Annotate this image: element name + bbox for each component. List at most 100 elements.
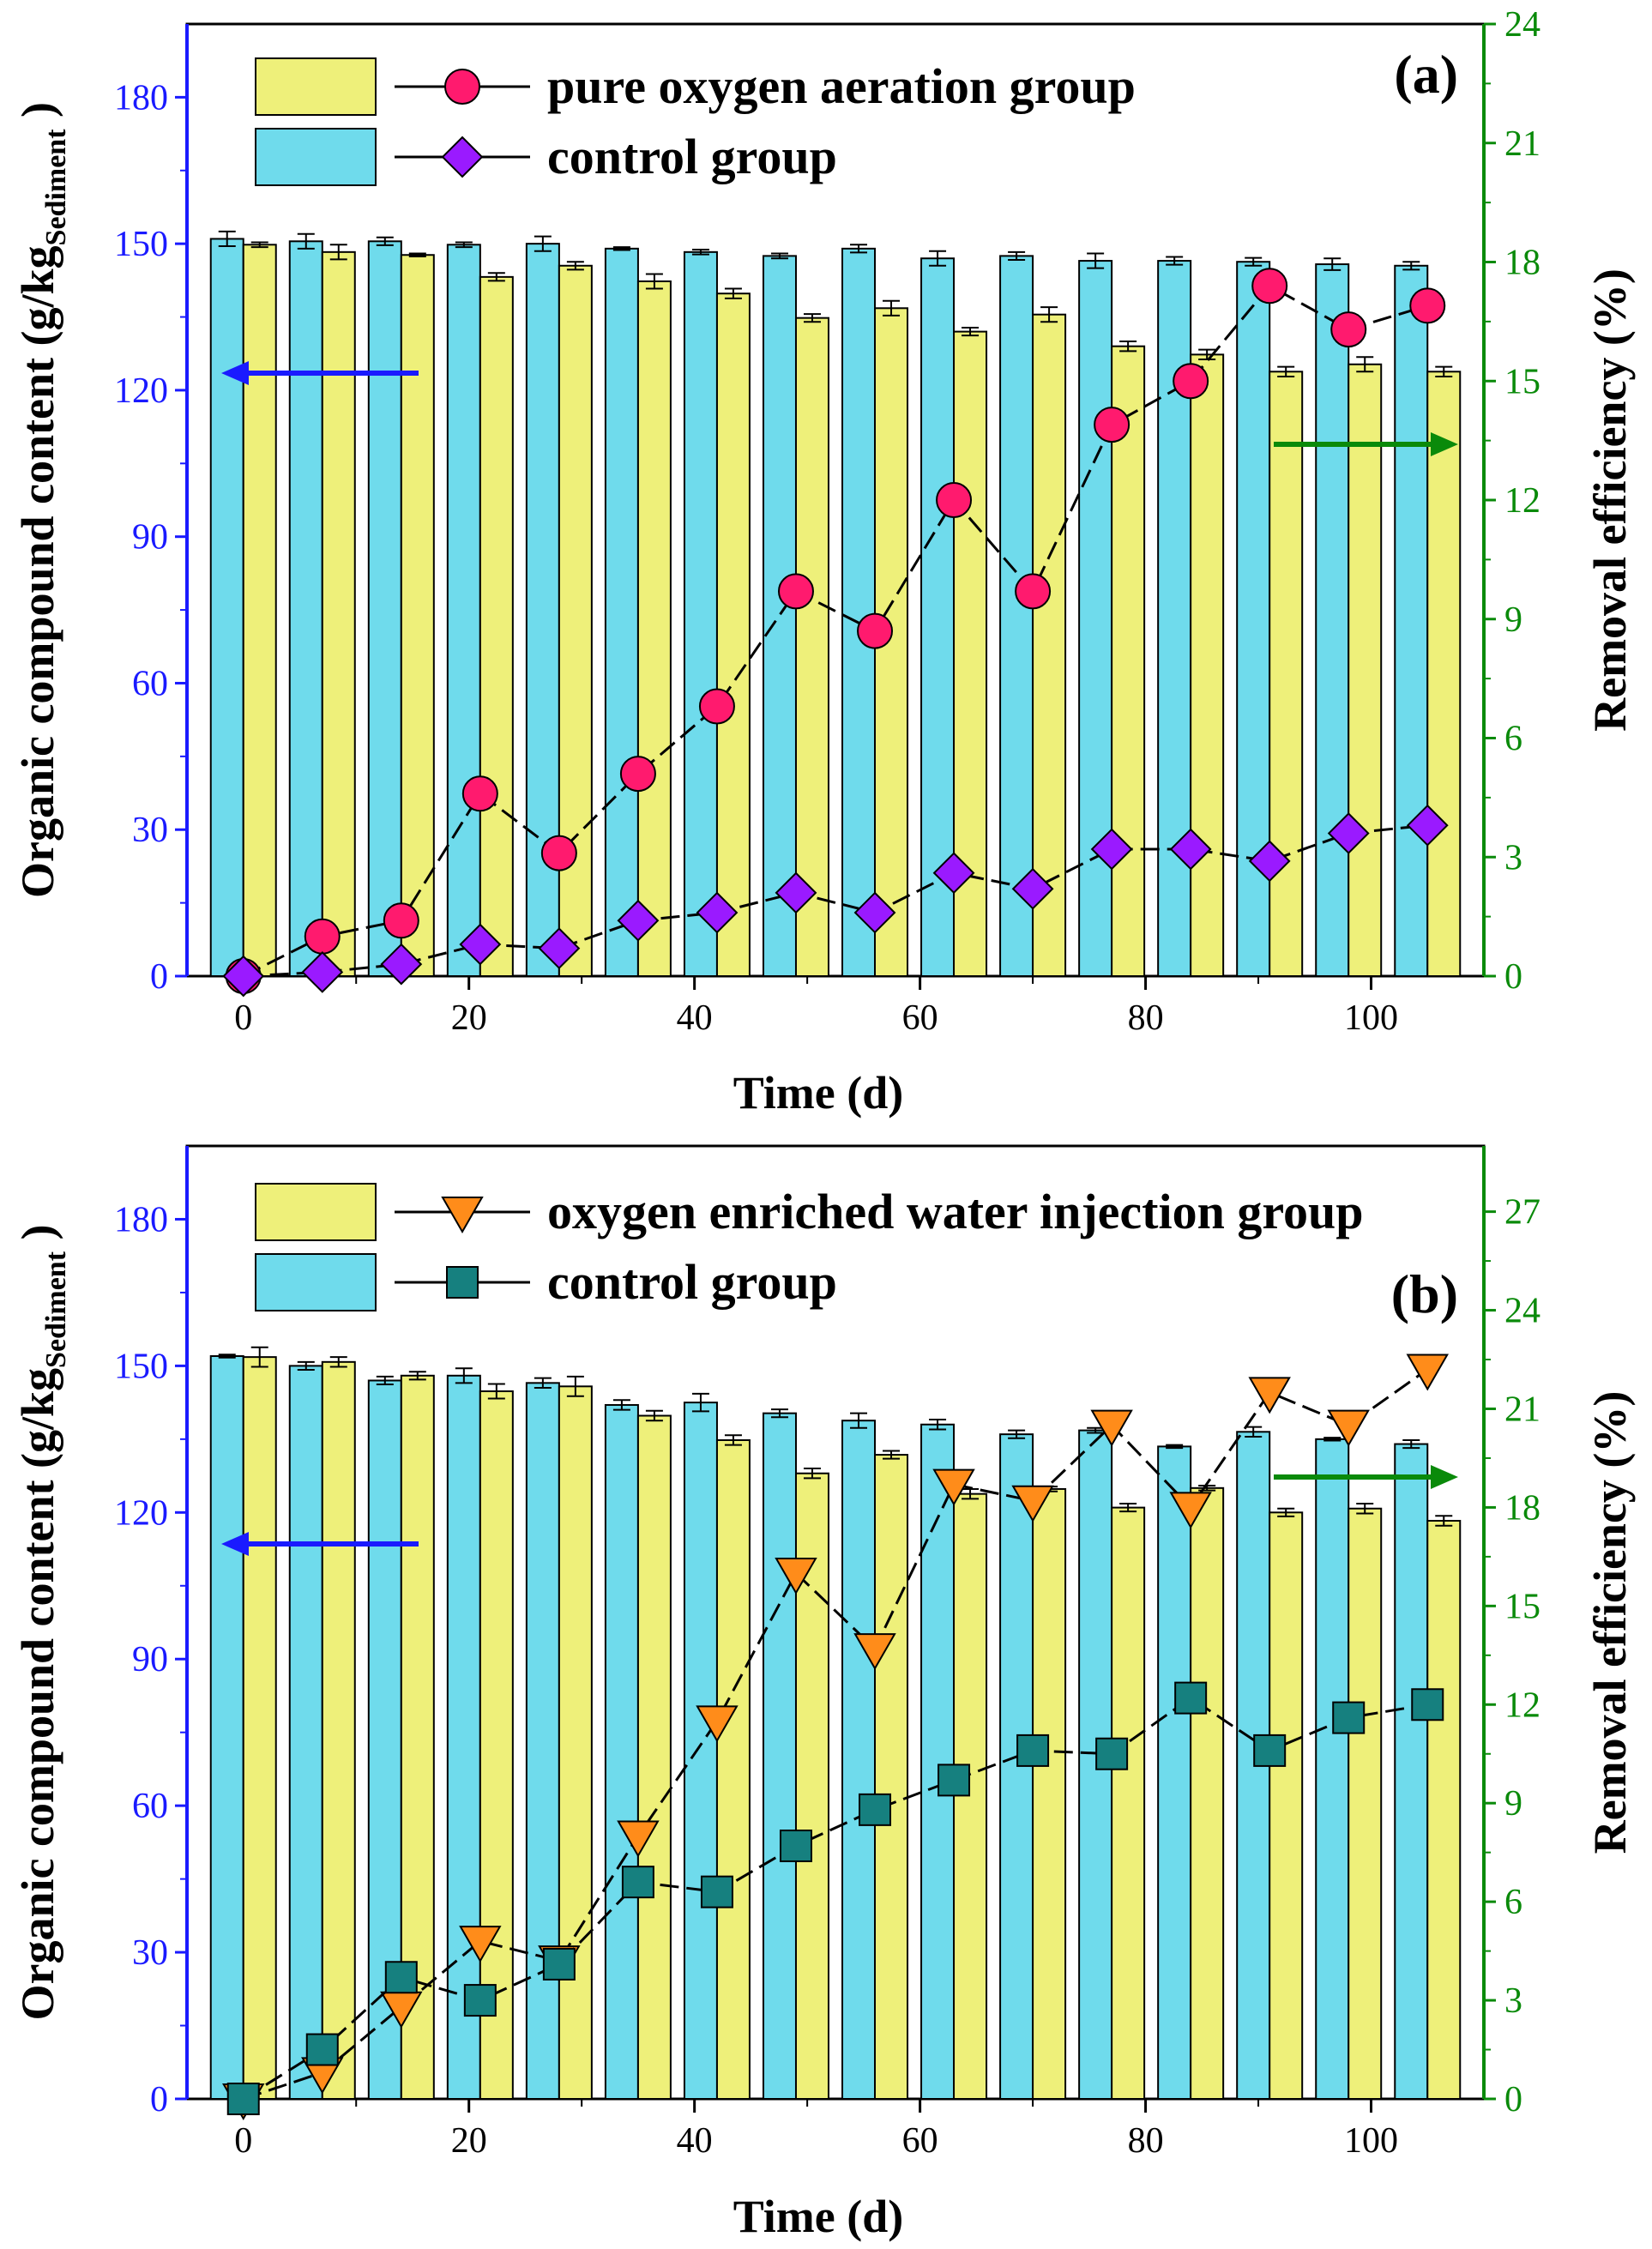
y-tick-label-1: 30 <box>132 811 168 850</box>
left-axis-arrow-head <box>221 1532 249 1556</box>
bar-treatment-13 <box>1269 371 1304 977</box>
marker-triangle-down-10 <box>1011 1485 1054 1522</box>
bar-control-10 <box>999 255 1034 977</box>
marker-square-12 <box>1174 1681 1208 1715</box>
bar-treatment-11 <box>1111 1506 1146 2100</box>
legend-swatch-1 <box>255 128 377 186</box>
y2-tick-label-6: 18 <box>1504 1488 1540 1528</box>
marker-triangle-down-5 <box>617 1820 660 1858</box>
y2-tick-label-6: 18 <box>1504 244 1540 283</box>
y-tick-label-4: 120 <box>114 371 168 411</box>
y-tick-label-2: 60 <box>132 664 168 703</box>
marker-diamond-2 <box>380 943 423 986</box>
bar-treatment-4 <box>558 1385 593 2100</box>
y2-tick-label-5: 15 <box>1504 362 1540 401</box>
right-axis-arrow-head <box>1431 1465 1458 1489</box>
panel-label: (a) <box>1394 44 1458 105</box>
legend-marker-0 <box>444 69 480 105</box>
marker-circle-14 <box>1330 311 1367 348</box>
marker-triangle-down-15 <box>1406 1354 1449 1391</box>
legend-label-0: pure oxygen aeration group <box>547 58 1136 114</box>
series-line-1 <box>243 823 1428 978</box>
legend-swatch-1 <box>255 1253 377 1311</box>
marker-diamond-7 <box>775 871 817 914</box>
bar-treatment-11 <box>1111 345 1146 977</box>
marker-circle-9 <box>936 482 973 518</box>
x-tick-label-0: 0 <box>234 2121 252 2161</box>
marker-triangle-down-6 <box>696 1705 739 1743</box>
y2-tick-label-1: 3 <box>1504 838 1522 877</box>
y2-tick-label-4: 12 <box>1504 481 1540 521</box>
legend-swatch-0 <box>255 57 377 116</box>
bar-treatment-1 <box>321 250 356 978</box>
bar-treatment-10 <box>1032 1487 1067 2100</box>
y-tick-label-5: 150 <box>114 225 168 264</box>
bar-treatment-3 <box>479 1390 514 2100</box>
y-axis-title: Organic compound content (g/kgSediment ) <box>12 102 72 898</box>
bar-treatment-14 <box>1348 1507 1383 2100</box>
y-tick-label-2: 60 <box>132 1787 168 1826</box>
legend-label-1: control group <box>547 129 837 184</box>
marker-diamond-1 <box>301 950 344 993</box>
bar-control-15 <box>1394 264 1429 977</box>
bar-control-0 <box>209 1354 244 2100</box>
y2-tick-label-4: 12 <box>1504 1685 1540 1725</box>
marker-circle-13 <box>1251 268 1288 304</box>
bar-control-4 <box>525 1382 560 2101</box>
bar-treatment-14 <box>1348 363 1383 977</box>
x-tick-label-4: 80 <box>1128 998 1164 1038</box>
y-tick-label-3: 90 <box>132 518 168 558</box>
bar-control-2 <box>367 240 402 977</box>
marker-square-13 <box>1253 1733 1287 1767</box>
right-axis-arrow-head <box>1431 432 1458 456</box>
series-line-0 <box>243 284 1428 978</box>
marker-square-9 <box>938 1764 971 1797</box>
marker-square-1 <box>305 2033 339 2066</box>
x-tick-label-3: 60 <box>902 2121 938 2161</box>
marker-square-3 <box>463 1984 497 2017</box>
y-axis-title-main: Organic compound content (g/kg <box>12 245 63 898</box>
y-axis-title-subscript: Sediment <box>40 1251 72 1368</box>
y-axis-title-subscript: Sediment <box>40 129 72 246</box>
marker-diamond-13 <box>1248 840 1291 883</box>
left-axis-arrow-head <box>221 361 249 385</box>
bar-control-0 <box>209 238 244 977</box>
y-tick-label-6: 180 <box>114 78 168 118</box>
marker-square-2 <box>384 1961 418 1994</box>
marker-square-11 <box>1095 1737 1129 1770</box>
marker-triangle-down-11 <box>1090 1409 1133 1447</box>
y-axis-title-main: Organic compound content (g/kg <box>12 1368 63 2021</box>
marker-diamond-11 <box>1090 828 1133 871</box>
bar-treatment-2 <box>400 254 435 977</box>
marker-diamond-4 <box>538 927 581 970</box>
marker-square-6 <box>700 1875 733 1908</box>
bar-treatment-7 <box>794 317 829 977</box>
y2-tick-label-7: 21 <box>1504 1390 1540 1429</box>
marker-square-14 <box>1332 1701 1366 1734</box>
y2-tick-label-8: 24 <box>1504 5 1540 45</box>
y-tick-label-3: 90 <box>132 1640 168 1679</box>
bar-control-1 <box>288 240 323 977</box>
marker-triangle-down-12 <box>1169 1492 1212 1529</box>
marker-diamond-9 <box>932 852 975 895</box>
y2-tick-label-8: 24 <box>1504 1292 1540 1331</box>
bar-treatment-13 <box>1269 1511 1304 2101</box>
y2-tick-label-9: 27 <box>1504 1193 1540 1233</box>
bar-control-9 <box>920 257 956 977</box>
x-tick-label-4: 80 <box>1128 2121 1164 2161</box>
marker-circle-2 <box>383 902 419 939</box>
x-tick-label-1: 20 <box>451 2121 487 2161</box>
bar-treatment-12 <box>1190 353 1225 978</box>
marker-square-15 <box>1411 1688 1444 1721</box>
marker-diamond-14 <box>1327 812 1370 854</box>
x-axis-title: Time (d) <box>733 2191 904 2242</box>
panel-label: (b) <box>1391 1263 1458 1324</box>
x-tick-label-1: 20 <box>451 998 487 1038</box>
marker-square-4 <box>542 1947 576 1981</box>
marker-circle-3 <box>461 775 498 812</box>
marker-circle-11 <box>1094 407 1130 443</box>
y-tick-label-0: 0 <box>150 2080 168 2119</box>
marker-circle-1 <box>304 918 341 955</box>
bar-control-3 <box>446 1374 481 2101</box>
bar-control-8 <box>841 1420 877 2100</box>
